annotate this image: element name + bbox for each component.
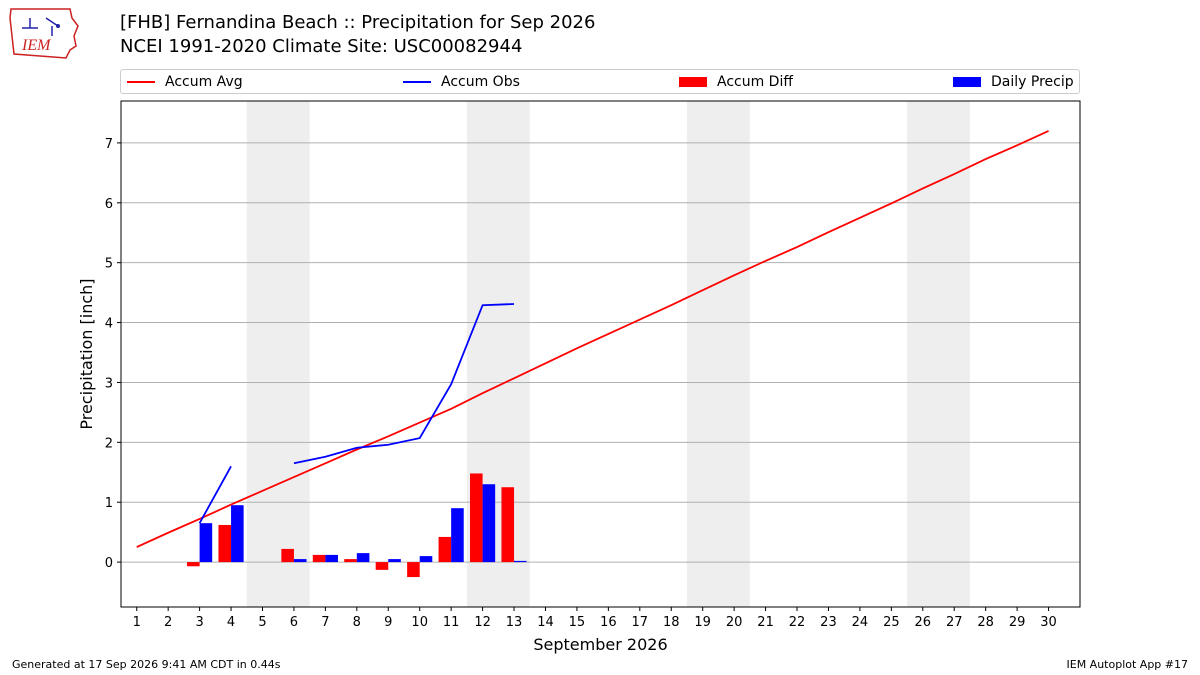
daily-precip-bar: [231, 505, 244, 563]
iem-logo: IEM: [8, 6, 82, 60]
daily-precip-bar: [388, 559, 401, 563]
x-tick-label: 6: [290, 615, 298, 630]
y-tick-label: 3: [105, 376, 113, 391]
daily-precip-bar: [356, 553, 370, 563]
x-tick-label: 24: [852, 615, 869, 630]
daily-precip-bar: [514, 560, 527, 563]
accum-diff-bar: [344, 559, 357, 563]
weekend-shade: [907, 101, 970, 607]
weekend-shade: [686, 101, 750, 607]
legend-item-accum-avg: Accum Avg: [127, 70, 243, 93]
accum-diff-bar: [501, 487, 515, 563]
x-tick-label: 19: [694, 615, 711, 630]
accum-diff-bar: [438, 536, 452, 563]
x-tick-label: 17: [632, 615, 649, 630]
y-tick-label: 4: [105, 317, 113, 332]
x-tick-label: 27: [946, 615, 963, 630]
x-tick-label: 25: [883, 615, 900, 630]
chart-legend: Accum Avg Accum Obs Accum Diff Daily Pre…: [120, 69, 1080, 94]
x-tick-label: 21: [757, 615, 774, 630]
x-tick-label: 13: [506, 615, 523, 630]
x-tick-label: 4: [227, 615, 235, 630]
y-tick-label: 7: [105, 137, 113, 152]
accum-diff-bar: [312, 554, 326, 563]
legend-swatch: [679, 76, 707, 87]
daily-precip-bar: [482, 484, 496, 563]
legend-swatch: [403, 80, 431, 83]
x-tick-label: 10: [411, 615, 428, 630]
x-tick-label: 18: [663, 615, 680, 630]
accum-diff-bar: [187, 562, 200, 567]
daily-precip-bar: [293, 559, 307, 563]
x-tick-label: 15: [569, 615, 586, 630]
legend-label: Daily Precip: [991, 73, 1074, 90]
x-tick-label: 20: [726, 615, 743, 630]
accum-diff-bar: [281, 548, 294, 563]
x-tick-label: 28: [977, 615, 994, 630]
y-axis-label: Precipitation [inch]: [77, 278, 96, 429]
x-axis-label: September 2026: [533, 635, 667, 654]
legend-swatch: [127, 80, 155, 83]
legend-item-accum-obs: Accum Obs: [403, 70, 520, 93]
plot-frame: [120, 100, 1081, 608]
x-tick-label: 2: [164, 615, 172, 630]
daily-precip-bar: [199, 523, 213, 563]
accum-diff-bar: [470, 473, 483, 563]
legend-swatch: [953, 76, 981, 87]
x-tick-label: 9: [384, 615, 392, 630]
accum-diff-bar: [407, 562, 420, 578]
y-tick-label: 2: [105, 436, 113, 451]
daily-precip-bar: [451, 508, 464, 563]
accum-diff-bar: [218, 524, 232, 563]
legend-item-accum-diff: Accum Diff: [679, 70, 793, 93]
x-tick-label: 14: [537, 615, 554, 630]
daily-precip-bar: [419, 556, 433, 563]
y-tick-label: 1: [105, 496, 113, 511]
x-tick-label: 1: [133, 615, 141, 630]
accum-obs-line: [293, 303, 515, 465]
x-tick-label: 16: [600, 615, 617, 630]
x-tick-label: 3: [195, 615, 203, 630]
generated-timestamp: Generated at 17 Sep 2026 9:41 AM CDT in …: [12, 658, 281, 671]
x-tick-label: 26: [915, 615, 932, 630]
y-tick-label: 0: [105, 556, 113, 571]
weekend-shade: [246, 101, 310, 607]
x-tick-label: 11: [443, 615, 460, 630]
y-tick-label: 6: [105, 197, 113, 212]
y-tick-label: 5: [105, 257, 113, 272]
legend-label: Accum Avg: [165, 73, 243, 90]
x-tick-label: 8: [353, 615, 361, 630]
daily-precip-bar: [325, 554, 338, 563]
accum-avg-line: [136, 130, 1049, 548]
app-credit: IEM Autoplot App #17: [1066, 658, 1189, 671]
x-tick-label: 29: [1009, 615, 1026, 630]
accum-diff-bar: [375, 562, 389, 570]
x-tick-label: 30: [1040, 615, 1057, 630]
legend-label: Accum Obs: [441, 73, 520, 90]
legend-item-daily-precip: Daily Precip: [953, 70, 1074, 93]
x-tick-label: 7: [321, 615, 329, 630]
x-tick-label: 12: [474, 615, 491, 630]
x-tick-label: 23: [820, 615, 837, 630]
svg-text:IEM: IEM: [21, 37, 52, 54]
accum-obs-line: [198, 465, 232, 524]
x-tick-label: 22: [789, 615, 806, 630]
x-tick-label: 5: [258, 615, 266, 630]
iowa-map-icon: IEM: [9, 8, 79, 59]
chart-subtitle: NCEI 1991-2020 Climate Site: USC00082944: [120, 36, 523, 57]
chart-title: [FHB] Fernandina Beach :: Precipitation …: [120, 12, 596, 33]
legend-label: Accum Diff: [717, 73, 794, 90]
